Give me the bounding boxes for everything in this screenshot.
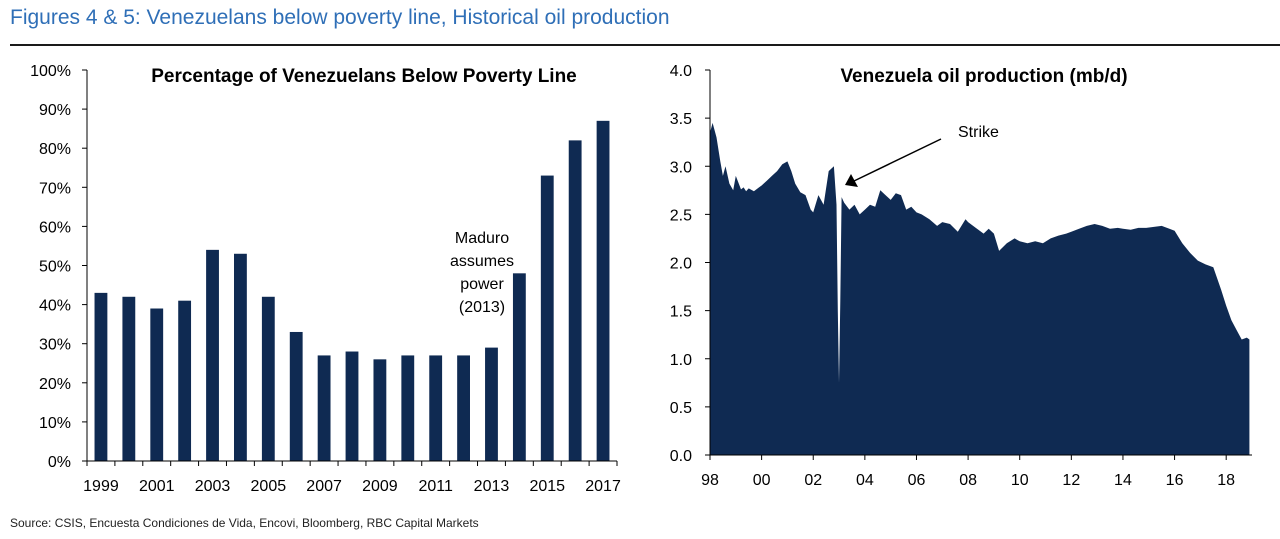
- strike-label: Strike: [958, 124, 999, 141]
- x-tick-label: 00: [753, 472, 771, 489]
- x-tick-label: 02: [804, 472, 822, 489]
- x-tick-label: 2007: [306, 478, 342, 495]
- y-tick-label: 2.5: [670, 207, 692, 224]
- poverty-bar: [401, 355, 414, 461]
- x-tick-label: 2009: [362, 478, 398, 495]
- oil-y-axis-ticks: 0.0 0.5 1.0 1.5 2.0 2.5 3.0 3.5 4.0: [670, 63, 710, 465]
- poverty-bar: [429, 355, 442, 461]
- y-tick-label: 0%: [48, 454, 71, 471]
- y-tick-label: 40%: [39, 298, 71, 315]
- x-tick-label: 10: [1011, 472, 1029, 489]
- oil-chart-title: Venezuela oil production (mb/d): [840, 66, 1127, 87]
- x-tick-label: 12: [1062, 472, 1080, 489]
- poverty-bar: [234, 254, 247, 461]
- maduro-annotation: Maduro assumes power (2013): [450, 230, 514, 316]
- x-tick-label: 2013: [474, 478, 510, 495]
- poverty-x-axis-ticks: 1999 2001 2003 2005 2007 2009 2011 2013 2015 2017: [83, 461, 621, 495]
- y-tick-label: 60%: [39, 219, 71, 236]
- poverty-bar: [206, 250, 219, 461]
- poverty-bar: [95, 293, 108, 461]
- y-tick-label: 10%: [39, 415, 71, 432]
- poverty-bar: [373, 359, 386, 461]
- x-tick-label: 2001: [139, 478, 175, 495]
- y-tick-label: 3.0: [670, 159, 692, 176]
- poverty-bars: [95, 121, 610, 461]
- y-tick-label: 1.5: [670, 304, 692, 321]
- y-tick-label: 100%: [30, 63, 71, 80]
- oil-production-chart: Venezuela oil production (mb/d) 0.0 0.5 1.…: [670, 63, 1252, 489]
- x-tick-label: 98: [701, 472, 719, 489]
- y-tick-label: 70%: [39, 180, 71, 197]
- x-tick-label: 14: [1114, 472, 1132, 489]
- poverty-bar: [318, 355, 331, 461]
- poverty-bar: [541, 176, 554, 461]
- poverty-bar: [290, 332, 303, 461]
- poverty-bar: [597, 121, 610, 461]
- charts-canvas: Percentage of Venezuelans Below Poverty …: [0, 0, 1280, 510]
- annotation-line: Maduro: [455, 230, 509, 247]
- poverty-bar: [122, 297, 135, 461]
- poverty-chart-title: Percentage of Venezuelans Below Poverty …: [151, 66, 577, 87]
- y-tick-label: 1.0: [670, 352, 692, 369]
- y-tick-label: 2.0: [670, 256, 692, 273]
- y-tick-label: 3.5: [670, 111, 692, 128]
- poverty-bar: [262, 297, 275, 461]
- source-note: Source: CSIS, Encuesta Condiciones de Vi…: [10, 516, 479, 530]
- annotation-line: assumes: [450, 253, 514, 270]
- strike-annotation: Strike: [845, 124, 999, 187]
- y-tick-label: 20%: [39, 376, 71, 393]
- y-tick-label: 0.5: [670, 400, 692, 417]
- poverty-bar: [513, 273, 526, 461]
- y-tick-label: 4.0: [670, 63, 692, 80]
- y-tick-label: 50%: [39, 259, 71, 276]
- x-tick-label: 1999: [83, 478, 119, 495]
- poverty-y-axis-ticks: 0% 10% 20% 30% 40% 50% 60% 70% 80% 90% 100%: [30, 63, 87, 471]
- oil-x-axis-ticks: 98 00 02 04 06 08 10 12 14 16 18: [701, 455, 1235, 489]
- poverty-bar: [485, 348, 498, 461]
- y-tick-label: 0.0: [670, 448, 692, 465]
- x-tick-label: 2017: [585, 478, 621, 495]
- annotation-line: (2013): [459, 299, 505, 316]
- poverty-bar-chart: Percentage of Venezuelans Below Poverty …: [30, 63, 621, 495]
- poverty-bar: [346, 352, 359, 461]
- oil-production-area: [710, 123, 1249, 455]
- x-tick-label: 2005: [251, 478, 287, 495]
- strike-arrow-line: [854, 139, 941, 181]
- x-tick-label: 04: [856, 472, 874, 489]
- y-tick-label: 30%: [39, 337, 71, 354]
- poverty-bar: [569, 140, 582, 461]
- y-tick-label: 90%: [39, 102, 71, 119]
- x-tick-label: 2003: [195, 478, 231, 495]
- x-tick-label: 2015: [529, 478, 565, 495]
- poverty-bar: [150, 309, 163, 461]
- x-tick-label: 08: [959, 472, 977, 489]
- y-tick-label: 80%: [39, 141, 71, 158]
- x-tick-label: 18: [1217, 472, 1235, 489]
- x-tick-label: 16: [1166, 472, 1184, 489]
- annotation-line: power: [460, 276, 504, 293]
- x-tick-label: 06: [908, 472, 926, 489]
- x-tick-label: 2011: [418, 478, 453, 495]
- poverty-bar: [178, 301, 191, 461]
- poverty-bar: [457, 355, 470, 461]
